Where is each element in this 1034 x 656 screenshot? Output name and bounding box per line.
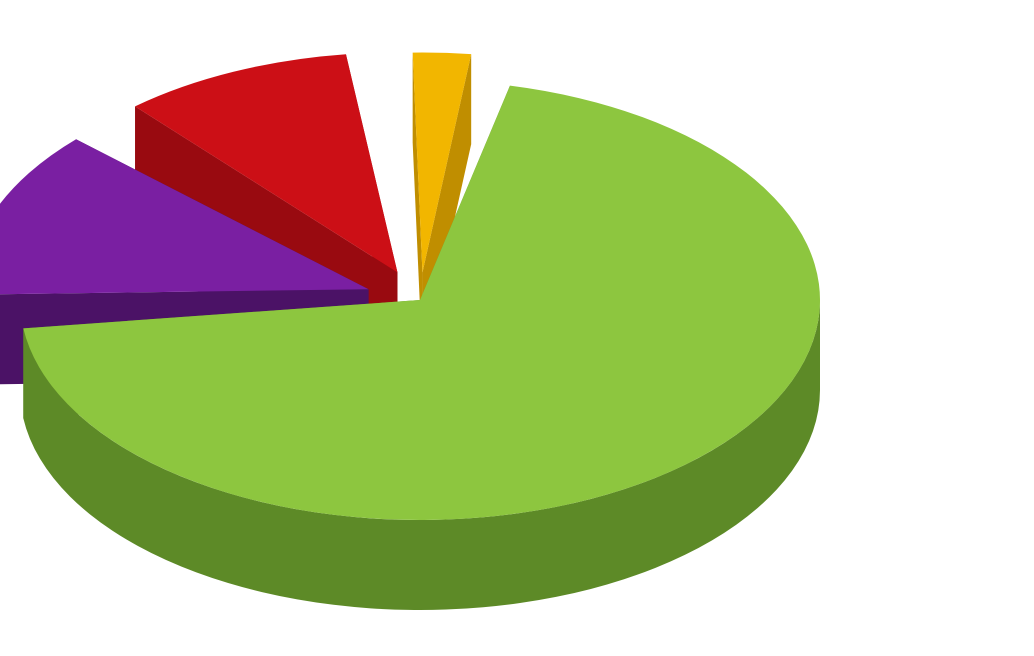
pie-chart	[0, 0, 1034, 656]
